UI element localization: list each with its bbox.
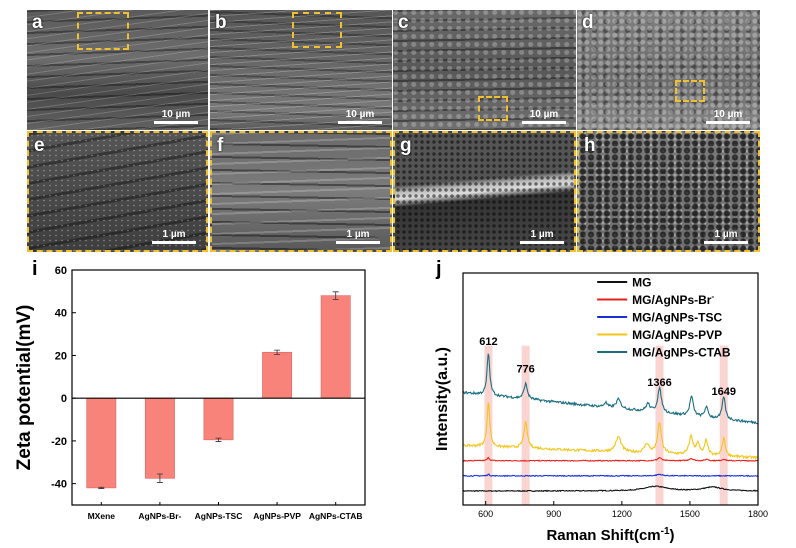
spectrum-MG	[462, 485, 759, 493]
legend-label: MG/AgNPs-TSC	[632, 311, 722, 325]
panel-label: g	[400, 135, 412, 156]
scale-bar: 10 µm	[706, 109, 750, 124]
sem-image-d: d 10 µm	[577, 10, 760, 130]
x-tick-label: AgNPs-TSC	[195, 511, 243, 521]
scale-bar: 1 µm	[152, 229, 196, 244]
bar-AgNPs-CTAB	[320, 295, 351, 399]
spectrum-MG/AgNPs-CTAB	[462, 353, 759, 425]
panel-label-j: j	[436, 258, 442, 280]
legend-label-superscript: -	[711, 292, 714, 301]
scale-bar: 1 µm	[336, 229, 380, 244]
sem-image-h: h 1 µm	[577, 131, 760, 252]
scale-bar-label: 10 µm	[529, 109, 559, 120]
x-tick-label: MXene	[88, 511, 116, 521]
panel-label: f	[217, 135, 224, 156]
scale-bar: 10 µm	[522, 109, 566, 124]
zeta-potential-bar-chart: MXene AgNPs-Br- AgNPs-TSC AgNPs-PVP AgNPs-CT…	[14, 265, 366, 521]
scale-bar: 10 µm	[338, 109, 382, 124]
legend-label: MG	[632, 276, 651, 290]
scale-bar-label: 10 µm	[161, 109, 191, 120]
panel-label: e	[34, 135, 45, 156]
sem-image-b: b 10 µm	[210, 10, 392, 130]
x-tick-label: AgNPs-Br-	[138, 511, 181, 521]
error-bar	[332, 291, 339, 300]
scale-bar: 10 µm	[154, 109, 198, 124]
zoom-region-box	[675, 80, 705, 102]
x-axis-label-end: )	[670, 527, 675, 544]
scale-bar: 1 µm	[520, 229, 564, 244]
y-tick-label: -20	[51, 436, 67, 448]
legend-label: MG/AgNPs-CTAB	[632, 346, 731, 360]
spectrum-MG/AgNPs-Br	[462, 456, 758, 462]
panel-label: h	[584, 135, 596, 156]
plot-frame	[71, 269, 366, 506]
spectrum-MG/AgNPs-PVP	[462, 402, 759, 461]
scale-bar: 1 µm	[704, 229, 748, 244]
panel-label: b	[215, 12, 227, 33]
x-tick-label: 1200	[612, 509, 632, 519]
plot-frame	[462, 272, 759, 506]
scale-bar-label: 1 µm	[714, 229, 738, 240]
y-tick-label: -40	[51, 479, 67, 491]
x-tick-label: AgNPs-PVP	[253, 511, 301, 521]
legend-label: MG/AgNPs-PVP	[632, 328, 722, 342]
x-tick-label: 1500	[680, 509, 700, 519]
panel-label: a	[32, 12, 43, 33]
scale-bar-label: 10 µm	[345, 109, 375, 120]
bar-AgNPs-PVP	[262, 351, 293, 399]
scale-bar-label: 1 µm	[162, 229, 186, 240]
sem-image-c: c 10 µm	[393, 10, 576, 130]
legend-label: MG/AgNPs-Br	[632, 293, 712, 307]
scale-bar-label: 1 µm	[530, 229, 554, 240]
zoom-region-box	[478, 96, 508, 121]
panel-label-i: i	[32, 258, 38, 280]
panel-label: c	[398, 12, 409, 33]
sem-image-e: e 1 µm	[27, 131, 208, 252]
peak-label: 612	[479, 336, 497, 348]
peak-band	[719, 345, 728, 505]
bar-AgNPs-Br-	[144, 397, 175, 479]
zoom-region-box	[292, 12, 342, 48]
panel-label: d	[582, 12, 594, 33]
x-tick-label: AgNPs-CTAB	[309, 511, 363, 521]
raman-spectra-chart: 612 776 1366 1649 600 900 1200 1500 1800 Raman Sh…	[434, 272, 768, 544]
error-bar	[156, 473, 163, 483]
bar-AgNPs-TSC	[203, 397, 234, 441]
error-bar	[274, 349, 281, 355]
sem-image-g: g 1 µm	[393, 131, 576, 252]
peak-band	[521, 345, 530, 505]
y-axis-label: Zeta potential(mV)	[14, 305, 35, 471]
x-tick-label: 900	[546, 509, 561, 519]
sem-image-f: f 1 µm	[210, 131, 392, 252]
y-tick-label: 40	[55, 308, 67, 320]
scale-bar-label: 10 µm	[713, 109, 743, 120]
y-tick-label: 20	[55, 350, 67, 362]
x-tick-label: 600	[478, 509, 493, 519]
sem-image-a: a 10 µm	[27, 10, 208, 130]
error-bar	[98, 486, 105, 489]
y-axis-label: Intensity(a.u.)	[434, 347, 451, 451]
x-axis-label-superscript: -1	[661, 526, 670, 537]
legend-entry: MG/AgNPs-Br-	[632, 292, 714, 307]
error-bar	[215, 437, 222, 442]
peak-label: 776	[516, 363, 534, 375]
zoom-region-box	[77, 12, 129, 50]
legend-entry: MG/AgNPs-CTAB	[632, 346, 731, 360]
peak-label: 1366	[647, 377, 671, 389]
x-axis-label-text: Raman Shift(cm	[546, 527, 660, 544]
bar-MXene	[86, 397, 117, 489]
scale-bar-label: 1 µm	[346, 229, 370, 240]
y-tick-label: 0	[61, 393, 67, 405]
peak-label: 1649	[711, 386, 735, 398]
peak-band	[484, 345, 493, 505]
legend-entry: MG	[632, 276, 651, 290]
peak-band	[655, 345, 664, 505]
spectrum-MG/AgNPs-TSC	[462, 473, 759, 478]
x-axis-label: Raman Shift(cm-1)	[546, 526, 674, 544]
y-tick-label: 60	[55, 265, 67, 277]
legend-entry: MG/AgNPs-PVP	[632, 328, 722, 342]
legend-entry: MG/AgNPs-TSC	[632, 311, 722, 325]
x-tick-label: 1800	[748, 509, 768, 519]
